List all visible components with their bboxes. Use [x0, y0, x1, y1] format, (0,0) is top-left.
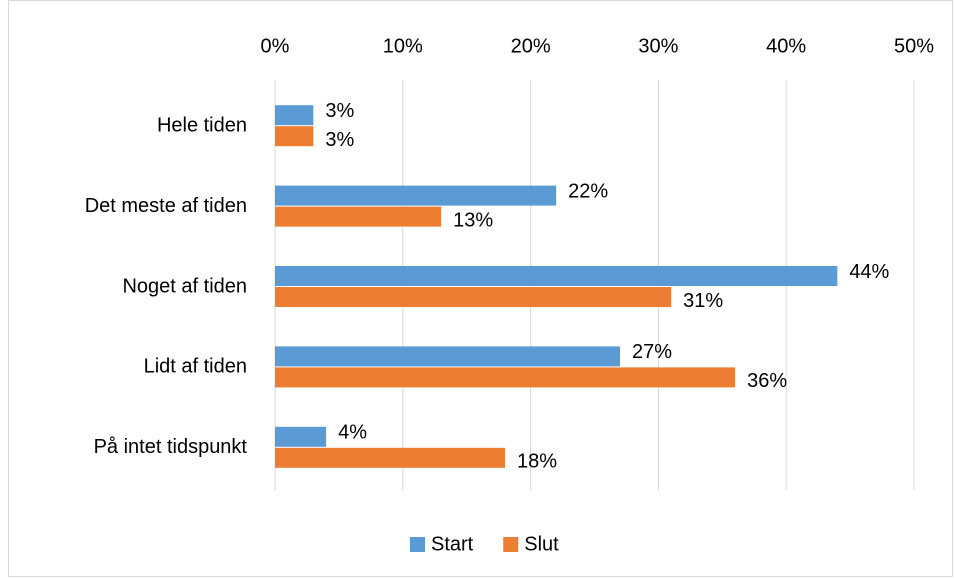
- bar: [275, 266, 838, 286]
- bar: [275, 206, 442, 227]
- x-tick-label: 10%: [383, 35, 423, 57]
- bar: [275, 367, 736, 388]
- data-label: 4%: [338, 422, 367, 444]
- data-label: 13%: [453, 209, 493, 231]
- x-tick-label: 40%: [766, 35, 806, 57]
- legend-swatch: [410, 537, 425, 552]
- data-label: 3%: [325, 129, 354, 151]
- data-label: 18%: [517, 451, 557, 473]
- y-tick-label: På intet tidspunkt: [94, 436, 248, 458]
- data-label: 36%: [747, 370, 787, 392]
- x-tick-label: 0%: [261, 35, 290, 57]
- bar: [275, 447, 506, 468]
- bar: [275, 105, 314, 126]
- x-tick-label: 30%: [638, 35, 678, 57]
- y-tick-label: Lidt af tiden: [144, 356, 247, 378]
- data-label: 22%: [568, 180, 608, 202]
- data-label: 31%: [683, 290, 723, 312]
- legend-swatch: [503, 537, 519, 552]
- y-tick-label: Det meste af tiden: [85, 195, 247, 217]
- legend-label: Start: [431, 533, 474, 555]
- bar: [275, 426, 327, 447]
- y-tick-label: Noget af tiden: [122, 275, 247, 297]
- bar: [275, 287, 672, 307]
- bar: [275, 185, 557, 206]
- data-label: 44%: [849, 261, 889, 283]
- data-label: 3%: [325, 100, 354, 122]
- x-tick-label: 50%: [894, 35, 934, 57]
- bar: [275, 126, 314, 147]
- bar: [275, 346, 621, 367]
- y-tick-label: Hele tiden: [157, 114, 247, 136]
- legend-label: Slut: [524, 533, 559, 555]
- data-label: 27%: [632, 341, 672, 363]
- x-tick-label: 20%: [511, 35, 551, 57]
